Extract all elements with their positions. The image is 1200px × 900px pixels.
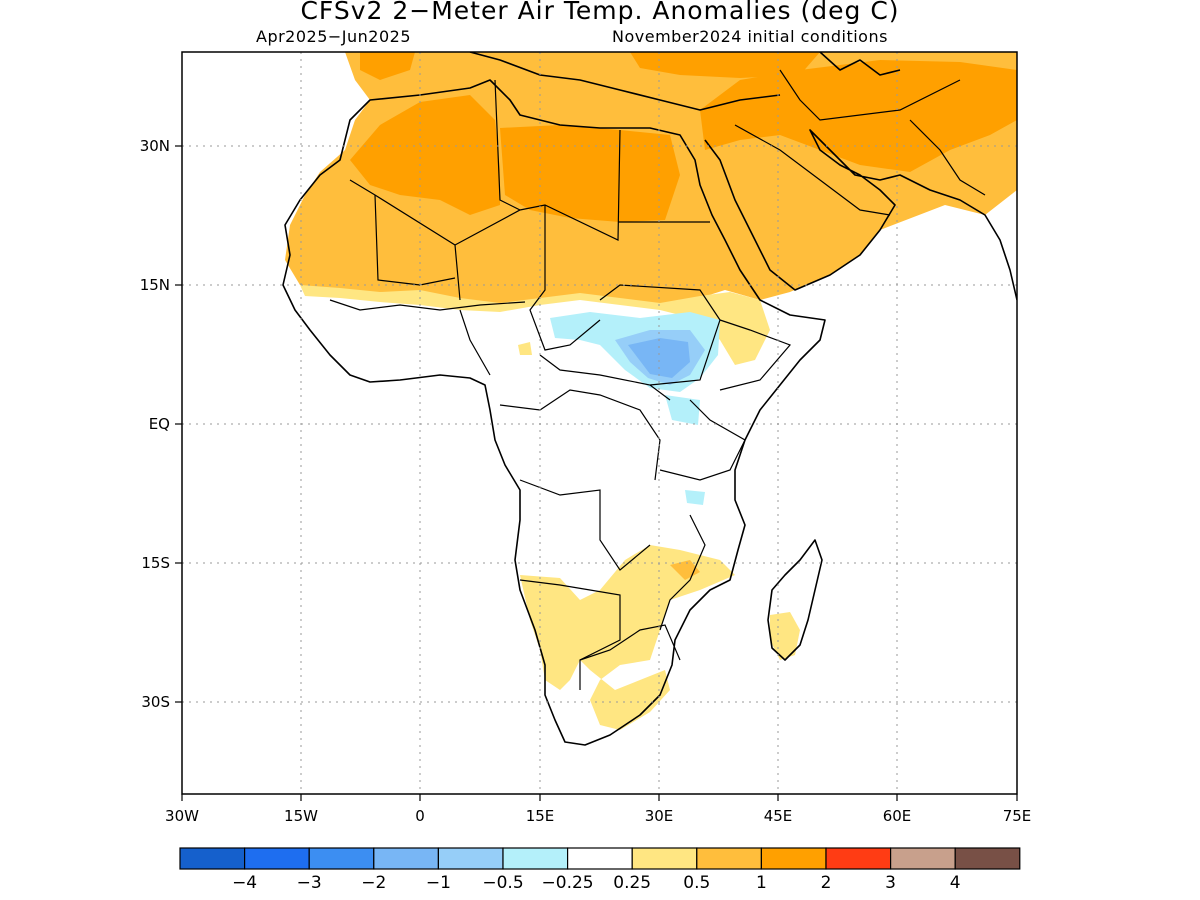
lat-label-30s: 30S <box>141 693 170 711</box>
border-saudi <box>734 124 891 216</box>
border-angola <box>519 479 651 571</box>
gridlines <box>182 52 1017 794</box>
colorbar-swatch-0 <box>179 847 246 870</box>
coastlines <box>282 52 1017 746</box>
border-iran <box>779 69 961 121</box>
lat-label-15n: 15N <box>140 276 170 294</box>
border-pakistan <box>909 119 986 196</box>
lon-label-45e: 45E <box>764 807 793 825</box>
colorbar-label-1: −3 <box>297 873 322 893</box>
colorbar-swatch-9 <box>760 847 827 870</box>
colorbar-label-3: −1 <box>426 873 451 893</box>
lon-label-75e: 75E <box>1003 807 1032 825</box>
colorbar-label-0: −4 <box>232 873 257 893</box>
border-congo <box>499 389 661 481</box>
valid-period: Apr2025−Jun2025 <box>256 27 412 46</box>
border-ethiopia <box>719 319 792 391</box>
axis-ticks <box>175 145 1018 801</box>
border-mali <box>374 194 456 286</box>
lon-label-15e: 15E <box>526 807 555 825</box>
lon-label-60e: 60E <box>883 807 912 825</box>
border-west-africa <box>329 299 526 311</box>
anomaly-mild-gulf-guinea <box>518 342 532 355</box>
border-nigeria <box>459 309 491 376</box>
initial-conditions: November2024 initial conditions <box>612 27 888 46</box>
colorbar-label-4: −0.5 <box>482 873 523 893</box>
lon-label-0: 0 <box>415 807 425 825</box>
africa-coastline <box>282 79 826 746</box>
lon-label-30w: 30W <box>165 807 199 825</box>
colorbar-swatch-2 <box>308 847 375 870</box>
colorbar-label-7: 0.5 <box>683 873 710 893</box>
lat-label-eq: EQ <box>149 415 170 433</box>
border-algeria-libya <box>494 79 521 211</box>
border-south-sudan <box>599 284 721 386</box>
caspian-coastline <box>819 52 901 76</box>
anomaly-shading <box>285 52 1017 730</box>
lat-label-30n: 30N <box>140 137 170 155</box>
anomaly-strong-med-north <box>360 52 415 80</box>
colorbar-swatch-3 <box>373 847 439 870</box>
border-car <box>539 354 671 401</box>
colorbar-label-6: 0.25 <box>613 873 651 893</box>
anomaly-strong-middle-east <box>700 60 1017 172</box>
lon-label-15w: 15W <box>284 807 318 825</box>
colorbar-label-11: 4 <box>950 873 961 893</box>
colorbar-swatch-6 <box>566 847 633 870</box>
map-area <box>282 52 1017 746</box>
border-mozambique <box>659 514 706 631</box>
lat-label-15s: 15S <box>141 554 170 572</box>
madagascar-coastline <box>767 539 823 661</box>
border-sudan-chad <box>529 205 601 351</box>
lon-axis-labels: 30W 15W 0 15E 30E 45E 60E 75E <box>165 807 1031 825</box>
country-borders <box>329 69 986 690</box>
anomaly-mild-madagascar <box>770 612 800 660</box>
colorbar-label-8: 1 <box>756 873 767 893</box>
anomaly-mild-sahel <box>300 285 770 365</box>
border-south-africa <box>579 624 681 661</box>
mediterranean-north <box>469 52 781 111</box>
colorbar-swatch-8 <box>696 847 762 870</box>
anomaly-mild-cool-lakes <box>665 395 700 425</box>
colorbar-swatch-5 <box>502 847 569 870</box>
border-west-sahara <box>349 179 461 301</box>
lat-axis-labels: 30N 15N EQ 15S 30S <box>140 137 170 711</box>
anomaly-cooler-sudan <box>628 338 690 378</box>
colorbar-swatch-10 <box>825 847 892 870</box>
colorbar-swatch-1 <box>244 847 310 870</box>
colorbar-swatch-4 <box>437 847 504 870</box>
anomaly-mild-cool-east <box>685 490 705 505</box>
colorbar-label-10: 3 <box>885 873 896 893</box>
chart-title: CFSv2 2−Meter Air Temp. Anomalies (deg C… <box>300 0 900 25</box>
colorbar-label-2: −2 <box>361 873 386 893</box>
lon-label-30e: 30E <box>645 807 674 825</box>
anomaly-strong-sahara-west <box>350 95 500 215</box>
border-east-africa <box>659 399 746 481</box>
colorbar-label-5: −0.25 <box>542 873 594 893</box>
anomaly-strong-caspian <box>630 52 820 78</box>
colorbar-swatch-12 <box>954 847 1021 870</box>
anomaly-mild-southern-africa <box>520 545 735 730</box>
anomaly-strong-sahara-central <box>500 125 680 222</box>
colorbar-label-9: 2 <box>821 873 832 893</box>
colorbar-swatch-7 <box>631 847 698 870</box>
colorbar: −4 −3 −2 −1 −0.5 −0.25 0.25 0.5 1 2 3 4 <box>179 847 1021 893</box>
colorbar-swatch-11 <box>889 847 956 870</box>
arabia-coastline <box>704 129 1017 301</box>
map-frame <box>181 51 1018 795</box>
